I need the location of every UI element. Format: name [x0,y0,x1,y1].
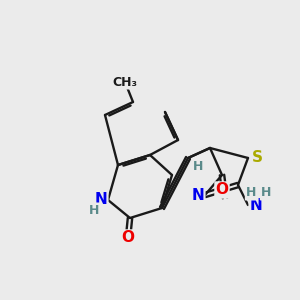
Text: H: H [193,160,203,172]
Text: N: N [192,188,204,202]
Text: H: H [261,187,271,200]
Text: H: H [89,203,99,217]
Text: O: O [122,230,134,245]
Text: N: N [250,197,262,212]
Text: CH₃: CH₃ [112,76,137,88]
Text: N: N [94,193,107,208]
Text: S: S [251,151,262,166]
Text: H: H [246,187,256,200]
Text: O: O [215,182,229,197]
